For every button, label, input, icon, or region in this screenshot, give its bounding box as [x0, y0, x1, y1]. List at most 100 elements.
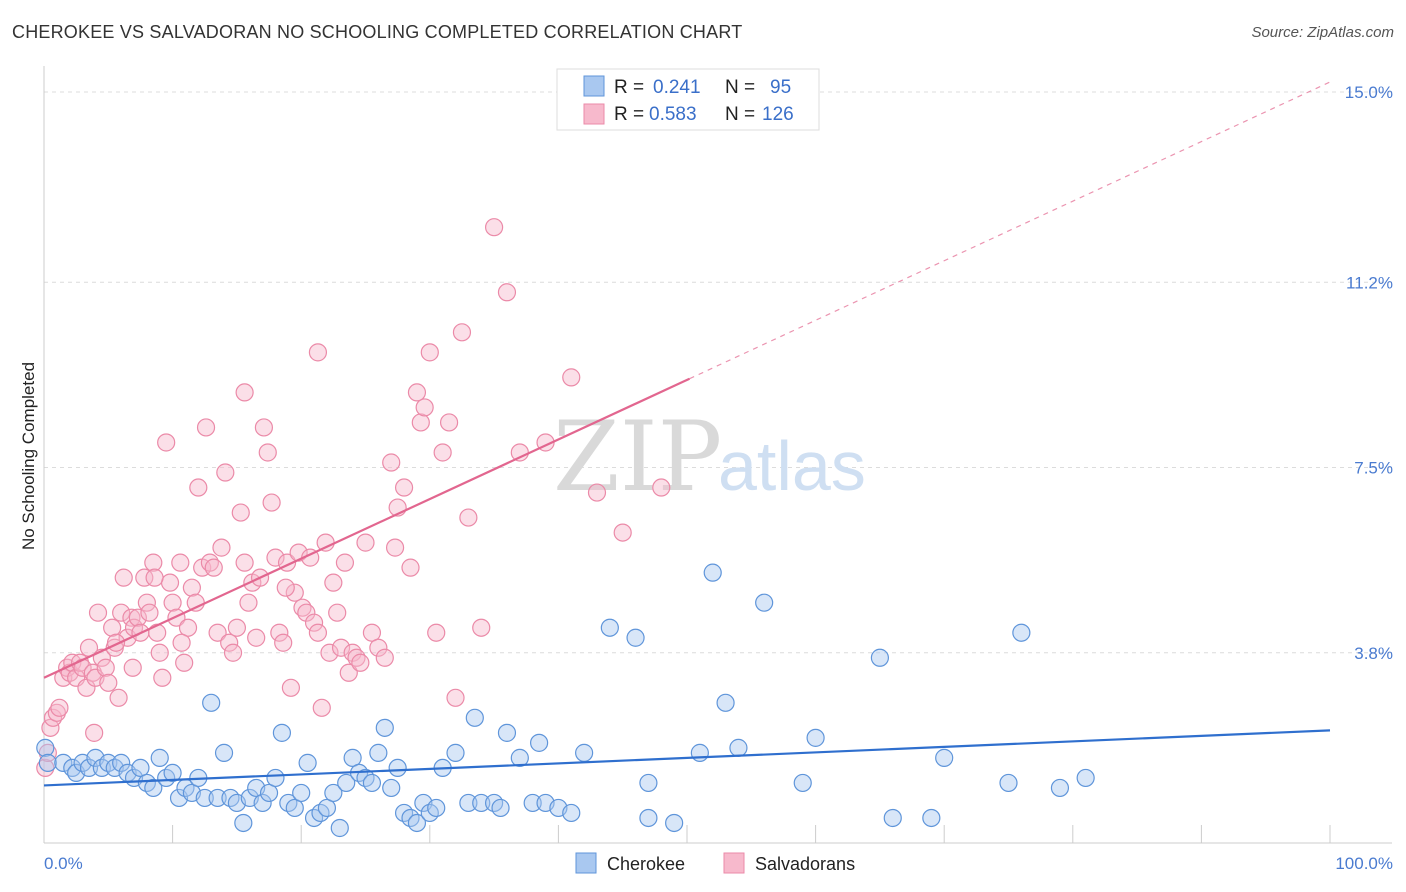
point-salvadorans-19 [96, 658, 115, 677]
point-cherokee-76 [600, 618, 619, 637]
trend-salvadorans-solid [43, 377, 691, 679]
point-cherokee-63 [459, 793, 478, 813]
point-salvadorans-99 [411, 413, 430, 432]
legend-n-label-cherokee: N = [725, 77, 755, 98]
point-salvadorans-64 [254, 418, 274, 437]
point-salvadorans-116 [652, 478, 671, 497]
point-salvadorans-122 [123, 658, 142, 677]
point-salvadorans-82 [324, 573, 343, 592]
point-cherokee-86 [793, 773, 812, 793]
legend-box: R = 0.241 N = 95 R = 0.583 N = 126 [556, 68, 820, 131]
watermark-zip: ZIP [553, 401, 722, 513]
point-salvadorans-36 [150, 643, 169, 662]
point-salvadorans-13 [77, 678, 96, 697]
legend-n-value-cherokee: 95 [770, 77, 791, 98]
bottom-legend-label-salvadoran: Salvadorans [755, 854, 855, 874]
point-salvadorans-45 [182, 578, 201, 597]
point-salvadorans-104 [439, 413, 459, 432]
point-salvadorans-68 [270, 623, 289, 642]
legend-r-label-cherokee: R = [614, 77, 644, 98]
point-salvadorans-53 [212, 538, 231, 557]
point-cherokee-89 [883, 808, 902, 828]
point-salvadorans-49 [196, 418, 216, 437]
point-salvadorans-24 [112, 603, 131, 622]
point-cherokee-83 [716, 693, 735, 712]
y-axis-label: No Schooling Completed [19, 362, 38, 550]
point-salvadorans-80 [316, 533, 335, 552]
bottom-legend-swatch-salvadoran [723, 852, 745, 874]
point-salvadorans-0 [36, 758, 55, 778]
point-salvadorans-102 [427, 623, 446, 642]
point-salvadorans-123 [172, 633, 191, 652]
point-cherokee-91 [935, 748, 954, 767]
axes [43, 66, 1392, 844]
point-cherokee-47 [343, 748, 362, 767]
tick-labels: 3.8% 7.5% 11.2% 15.0% 0.0% 100.0% [44, 83, 1393, 873]
point-salvadorans-89 [351, 653, 370, 672]
y-tick-label-2: 11.2% [1346, 273, 1393, 292]
trend-lines [43, 81, 1331, 787]
point-salvadorans-58 [231, 503, 250, 522]
point-salvadorans-77 [304, 613, 324, 632]
point-salvadorans-4 [47, 703, 66, 722]
point-salvadorans-23 [109, 688, 128, 707]
x-tick-label-0: 0.0% [44, 854, 83, 873]
point-salvadorans-66 [262, 493, 281, 512]
x-tick-label-1: 100.0% [1335, 854, 1393, 873]
point-salvadorans-37 [153, 668, 172, 687]
point-cherokee-60 [427, 798, 446, 818]
point-cherokee-64 [465, 708, 484, 727]
point-cherokee-45 [330, 818, 349, 838]
watermark-atlas: atlas [718, 427, 866, 505]
point-cherokee-34 [259, 783, 279, 803]
point-cherokee-69 [510, 748, 529, 767]
point-salvadorans-72 [285, 583, 304, 602]
point-cherokee-38 [285, 798, 304, 818]
legend-swatch-salvadoran [583, 103, 605, 125]
point-cherokee-62 [446, 743, 465, 762]
point-cherokee-90 [922, 808, 941, 828]
point-cherokee-33 [253, 793, 272, 813]
point-cherokee-70 [523, 793, 542, 813]
point-salvadorans-93 [375, 648, 394, 667]
point-salvadorans-69 [274, 633, 293, 652]
point-salvadorans-40 [163, 593, 182, 612]
point-salvadorans-79 [312, 698, 331, 717]
trend-salvadorans-dashed [689, 81, 1331, 380]
point-salvadorans-94 [382, 453, 401, 472]
point-cherokee-2 [54, 753, 73, 772]
point-salvadorans-17 [88, 603, 108, 622]
point-cherokee-95 [1076, 768, 1095, 788]
point-cherokee-71 [530, 733, 549, 752]
point-cherokee-19 [163, 763, 182, 783]
point-cherokee-6 [79, 758, 99, 778]
point-salvadorans-75 [297, 603, 316, 622]
point-cherokee-78 [639, 773, 658, 793]
point-salvadorans-1 [38, 743, 57, 762]
y-tick-label-3: 15.0% [1345, 83, 1393, 102]
legend-n-value-salvadoran: 126 [762, 104, 794, 125]
point-salvadorans-115 [613, 523, 632, 542]
point-salvadorans-90 [356, 533, 375, 552]
point-cherokee-94 [1050, 778, 1070, 798]
point-cherokee-27 [214, 743, 234, 762]
point-salvadorans-55 [220, 633, 239, 652]
point-salvadorans-57 [227, 618, 246, 637]
point-salvadorans-59 [235, 553, 254, 572]
point-cherokee-68 [497, 723, 517, 742]
watermark: ZIP atlas [553, 401, 866, 513]
point-salvadorans-125 [385, 538, 405, 557]
point-salvadorans-60 [239, 593, 258, 612]
point-salvadorans-62 [247, 628, 266, 647]
point-salvadorans-108 [472, 618, 491, 637]
point-cherokee-65 [472, 793, 491, 813]
point-salvadorans-42 [171, 553, 190, 572]
legend-r-value-cherokee: 0.241 [653, 77, 701, 98]
bottom-legend-label-cherokee: Cherokee [607, 854, 685, 874]
point-cherokee-67 [491, 798, 510, 818]
point-cherokee-74 [562, 803, 581, 823]
point-salvadorans-56 [223, 643, 243, 662]
point-salvadorans-39 [160, 573, 180, 592]
point-cherokee-53 [382, 778, 401, 798]
point-salvadorans-84 [331, 638, 351, 657]
